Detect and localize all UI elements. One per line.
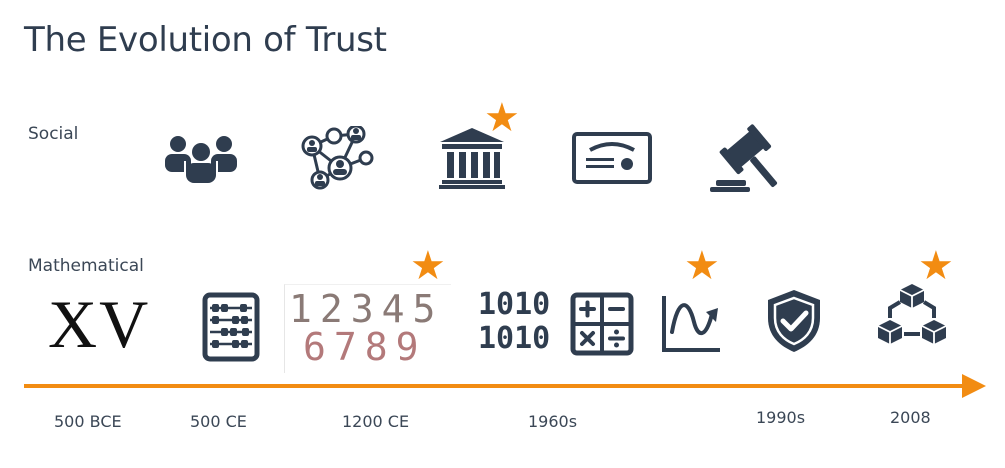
binary-icon: 1010 1010: [478, 288, 550, 356]
bank-icon: [439, 128, 505, 189]
year-label: 1200 CE: [342, 412, 410, 431]
star-icon-bank: ★: [484, 96, 520, 140]
numerals-line-2: 6789: [303, 325, 427, 369]
year-label: 500 BCE: [54, 412, 122, 431]
gavel-icon: [710, 124, 778, 192]
row-label-social: Social: [28, 124, 79, 144]
calculator-icon: [570, 292, 634, 356]
star-icon-blockchain: ★: [918, 244, 954, 288]
row-label-mathematical: Mathematical: [28, 256, 144, 276]
numerals-line-1: 12345: [289, 287, 444, 331]
abacus-icon: [202, 292, 260, 362]
network-icon: [301, 126, 374, 190]
binary-line-2: 1010: [478, 321, 551, 356]
year-label: 500 CE: [190, 412, 247, 431]
page-title: The Evolution of Trust: [24, 20, 387, 60]
year-label: 2008: [890, 408, 931, 427]
shield-check-icon: [768, 290, 820, 352]
graph-icon: [662, 296, 720, 352]
certificate-icon: [572, 132, 652, 184]
arabic-numerals-icon: 12345 6789: [284, 284, 451, 373]
group-icon: [165, 136, 237, 183]
roman-numerals-icon: XV: [48, 286, 151, 362]
star-icon-arabic-numerals: ★: [410, 244, 446, 288]
year-label: 1960s: [528, 412, 578, 431]
star-icon-graph: ★: [684, 244, 720, 288]
blockchain-icon: [877, 284, 947, 344]
year-label: 1990s: [756, 408, 806, 427]
binary-line-1: 1010: [478, 287, 551, 322]
